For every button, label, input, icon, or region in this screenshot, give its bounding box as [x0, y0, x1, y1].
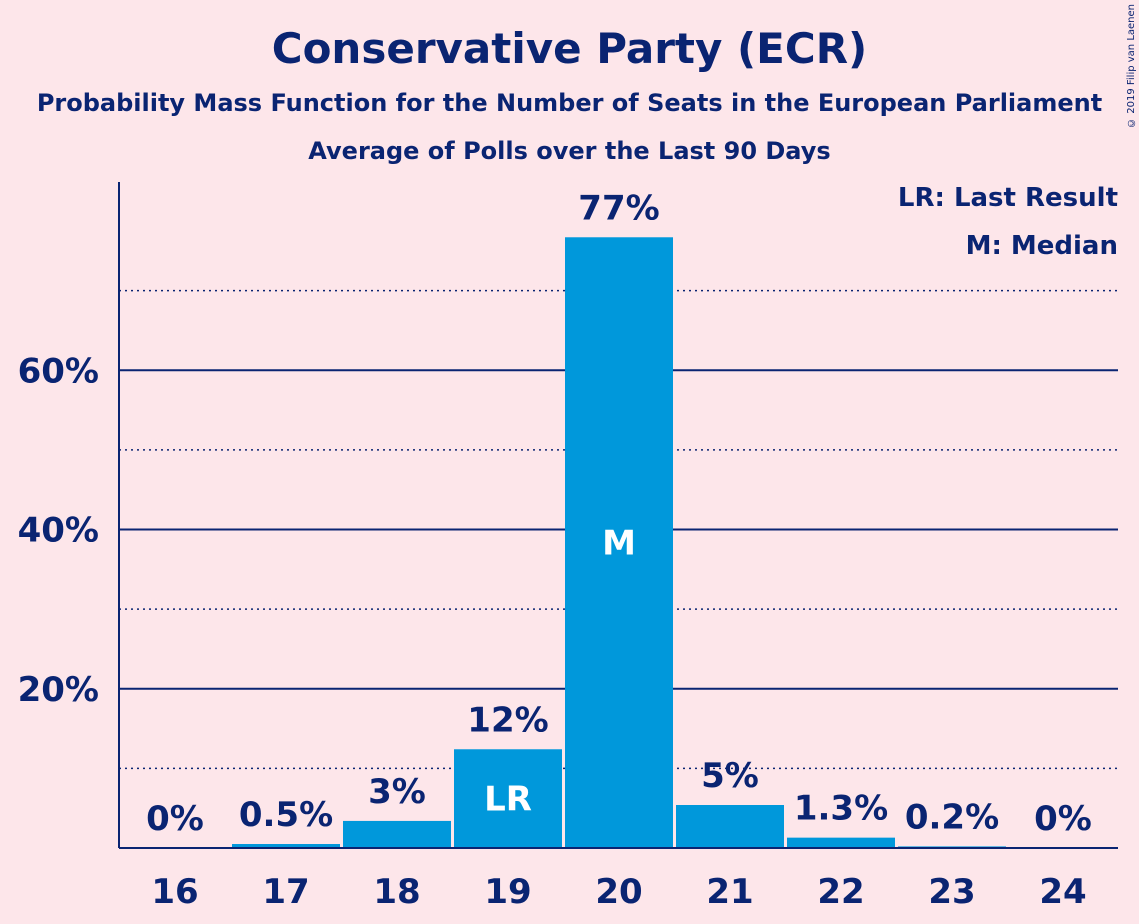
- x-tick-label: 20: [595, 872, 642, 912]
- x-tick-label: 24: [1039, 872, 1086, 912]
- x-tick-label: 18: [373, 872, 420, 912]
- bar: [232, 844, 340, 848]
- x-tick-label: 21: [706, 872, 753, 912]
- y-tick-label: 20%: [18, 670, 99, 710]
- chart-subtitle-2: Average of Polls over the Last 90 Days: [308, 137, 831, 165]
- bar-value-label: 0.5%: [239, 795, 333, 835]
- bar-value-label: 12%: [467, 700, 548, 740]
- y-tick-label: 60%: [18, 351, 99, 391]
- bar-value-label: 0.2%: [905, 797, 999, 837]
- bar: [343, 820, 451, 848]
- bar: [787, 837, 895, 848]
- chart-title: Conservative Party (ECR): [271, 24, 868, 73]
- x-tick-label: 16: [151, 872, 198, 912]
- bar-value-label: 77%: [578, 188, 659, 228]
- bar: [454, 749, 562, 848]
- x-tick-label: 19: [484, 872, 531, 912]
- bar-value-label: 1.3%: [794, 789, 888, 829]
- x-tick-label: 17: [262, 872, 309, 912]
- x-tick-label: 22: [817, 872, 864, 912]
- last-result-marker: LR: [484, 780, 532, 820]
- chart-subtitle: Probability Mass Function for the Number…: [36, 89, 1103, 117]
- y-tick-label: 40%: [18, 511, 99, 551]
- legend-last-result: LR: Last Result: [897, 183, 1118, 213]
- bar-value-label: 0%: [1034, 799, 1092, 839]
- legend-median: M: Median: [965, 231, 1118, 261]
- bar-value-label: 3%: [368, 772, 426, 812]
- x-tick-label: 23: [928, 872, 975, 912]
- bar-value-label: 0%: [146, 799, 204, 839]
- bar: [565, 237, 673, 848]
- bar: [676, 805, 784, 848]
- median-marker: M: [602, 524, 636, 564]
- bar-value-label: 5%: [701, 756, 759, 796]
